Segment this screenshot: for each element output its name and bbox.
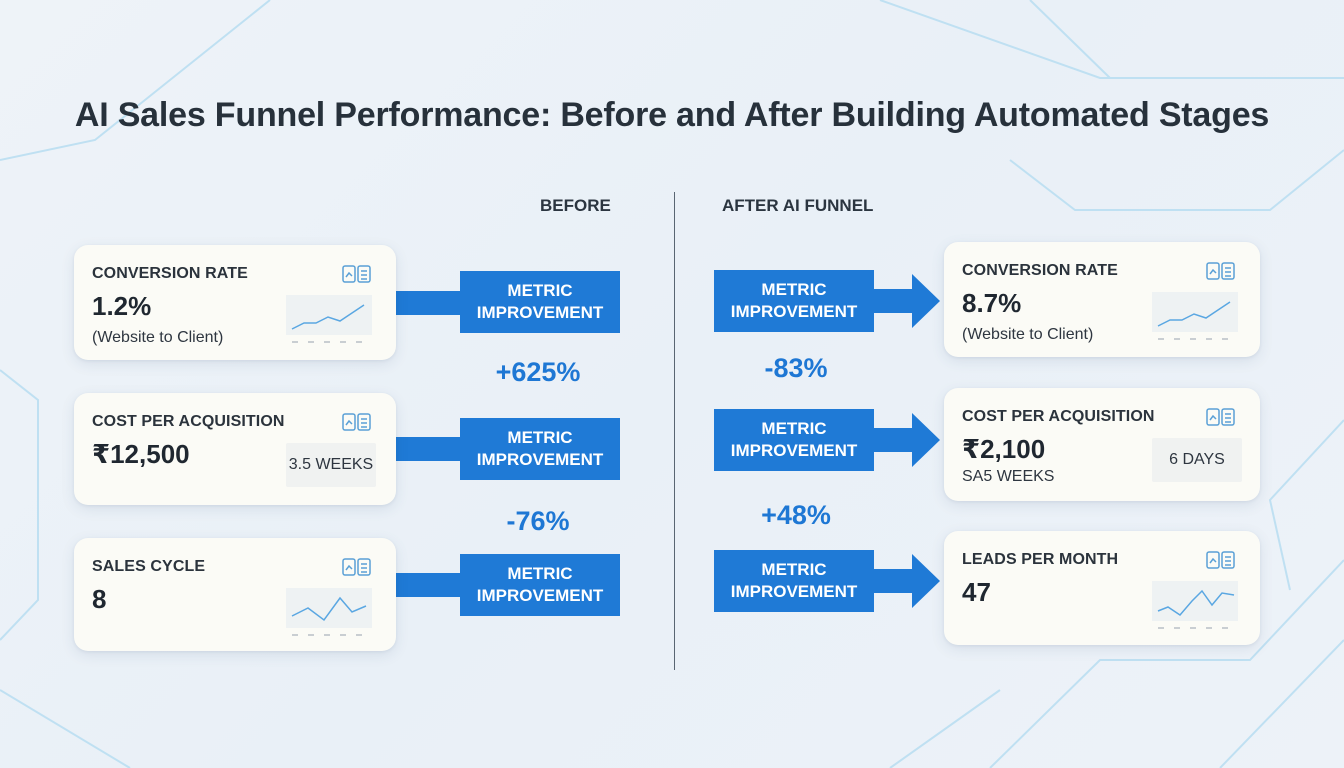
card-value: ₹12,500 xyxy=(92,439,190,469)
card-subtext: (Website to Client) xyxy=(962,326,1094,343)
trend-chart-icon xyxy=(1152,581,1238,629)
metric-label-line1: METRIC xyxy=(507,564,573,583)
after-card-conversion-rate: CONVERSION RATE 8.7% (Website to Client) xyxy=(944,242,1260,357)
metric-label-line1: METRIC xyxy=(761,419,827,438)
duration-box: 6 DAYS xyxy=(1152,438,1242,482)
card-label: SALES CYCLE xyxy=(92,558,206,575)
metric-label-line2: IMPROVEMENT xyxy=(476,586,604,605)
card-label: LEADS PER MONTH xyxy=(962,551,1119,568)
metric-improvement-box: METRIC IMPROVEMENT xyxy=(460,554,620,616)
dashboard-icon xyxy=(342,413,371,431)
card-label: CONVERSION RATE xyxy=(92,265,248,282)
metric-label-line2: IMPROVEMENT xyxy=(476,303,604,322)
change-percent: +48% xyxy=(761,500,831,530)
change-percent: -83% xyxy=(764,353,828,383)
metric-label-line2: IMPROVEMENT xyxy=(730,302,858,321)
after-card-cost-per-acquisition: COST PER ACQUISITION ₹2,100 SA5 WEEKS 6 … xyxy=(944,388,1260,501)
metric-label-line1: METRIC xyxy=(761,560,827,579)
page-title: AI Sales Funnel Performance: Before and … xyxy=(74,96,1270,134)
arrow-right-icon xyxy=(872,554,940,608)
card-label: COST PER ACQUISITION xyxy=(962,408,1155,425)
metric-improvement-box: METRIC IMPROVEMENT xyxy=(714,550,874,612)
connector-bar xyxy=(396,437,462,461)
card-value: 8 xyxy=(92,584,107,614)
dashboard-icon xyxy=(342,265,371,283)
arrow-right-icon xyxy=(872,413,940,467)
connector-bar xyxy=(396,573,462,597)
card-label: CONVERSION RATE xyxy=(962,262,1118,279)
column-divider xyxy=(674,192,675,670)
card-value: 8.7% xyxy=(962,288,1022,318)
before-card-sales-cycle: SALES CYCLE 8 xyxy=(74,538,396,651)
metric-label-line1: METRIC xyxy=(507,281,573,300)
card-value: 47 xyxy=(962,577,991,607)
metric-label-line1: METRIC xyxy=(507,428,573,447)
metric-label-line2: IMPROVEMENT xyxy=(730,582,858,601)
metric-label-line1: METRIC xyxy=(761,280,827,299)
trend-chart-icon xyxy=(1152,292,1238,340)
after-column-heading: AFTER AI FUNNEL xyxy=(722,196,874,215)
card-label: COST PER ACQUISITION xyxy=(92,413,285,430)
card-value: ₹2,100 xyxy=(962,434,1046,464)
after-card-leads-per-month: LEADS PER MONTH 47 xyxy=(944,531,1260,645)
duration-box: 3.5 WEEKS xyxy=(286,443,376,487)
metric-improvement-box: METRIC IMPROVEMENT xyxy=(714,270,874,332)
metric-label-line2: IMPROVEMENT xyxy=(730,441,858,460)
metric-label-line2: IMPROVEMENT xyxy=(476,450,604,469)
before-card-cost-per-acquisition: COST PER ACQUISITION ₹12,500 3.5 WEEKS xyxy=(74,393,396,505)
card-subtext: SA5 WEEKS xyxy=(962,468,1055,485)
card-value: 1.2% xyxy=(92,291,152,321)
dashboard-icon xyxy=(1206,408,1235,426)
trend-chart-icon xyxy=(286,588,372,636)
trend-chart-icon xyxy=(286,295,372,343)
card-subtext: (Website to Client) xyxy=(92,329,224,346)
dashboard-icon xyxy=(1206,551,1235,569)
metric-improvement-box: METRIC IMPROVEMENT xyxy=(460,271,620,333)
dashboard-icon xyxy=(1206,262,1235,280)
before-column-heading: BEFORE xyxy=(540,196,611,215)
change-percent: -76% xyxy=(506,506,570,536)
change-percent: +625% xyxy=(495,357,581,387)
dashboard-icon xyxy=(342,558,371,576)
metric-improvement-box: METRIC IMPROVEMENT xyxy=(460,418,620,480)
arrow-right-icon xyxy=(872,274,940,328)
metric-improvement-box: METRIC IMPROVEMENT xyxy=(714,409,874,471)
connector-bar xyxy=(396,291,462,315)
before-card-conversion-rate: CONVERSION RATE 1.2% (Website to Client) xyxy=(74,245,396,360)
